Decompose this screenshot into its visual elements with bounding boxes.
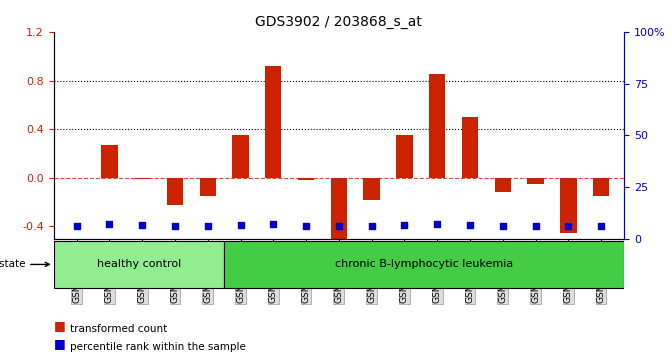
Text: transformed count: transformed count — [70, 324, 168, 334]
FancyBboxPatch shape — [54, 241, 224, 288]
Point — [432, 222, 443, 227]
Bar — [199, 178, 216, 196]
Bar — [495, 178, 511, 192]
Bar — [560, 178, 576, 233]
Point — [137, 222, 148, 228]
Bar — [527, 178, 544, 184]
Point — [235, 222, 246, 228]
Bar — [298, 178, 314, 180]
Bar — [462, 117, 478, 178]
Text: percentile rank within the sample: percentile rank within the sample — [70, 342, 246, 352]
Bar — [331, 178, 347, 239]
Point — [268, 222, 278, 227]
Bar — [101, 145, 117, 178]
FancyBboxPatch shape — [224, 241, 624, 288]
Text: ■: ■ — [54, 337, 66, 350]
Point — [301, 223, 311, 229]
Text: healthy control: healthy control — [97, 259, 181, 269]
Point — [563, 223, 574, 229]
Bar — [429, 74, 446, 178]
Title: GDS3902 / 203868_s_at: GDS3902 / 203868_s_at — [256, 16, 422, 29]
Point — [333, 223, 344, 229]
Point — [399, 222, 410, 228]
Bar — [265, 66, 282, 178]
Text: chronic B-lymphocytic leukemia: chronic B-lymphocytic leukemia — [335, 259, 513, 269]
Point — [104, 222, 115, 227]
Bar — [167, 178, 183, 205]
Point — [170, 223, 180, 229]
Point — [530, 223, 541, 229]
Point — [497, 223, 508, 229]
Bar — [593, 178, 609, 196]
Text: ■: ■ — [54, 319, 66, 332]
Bar — [134, 178, 150, 179]
Point — [71, 223, 82, 229]
Point — [464, 222, 475, 227]
Point — [203, 223, 213, 229]
Bar — [364, 178, 380, 200]
Bar — [232, 135, 249, 178]
Point — [366, 223, 377, 229]
Text: disease state: disease state — [0, 259, 50, 269]
Bar — [396, 135, 413, 178]
Point — [596, 223, 607, 229]
